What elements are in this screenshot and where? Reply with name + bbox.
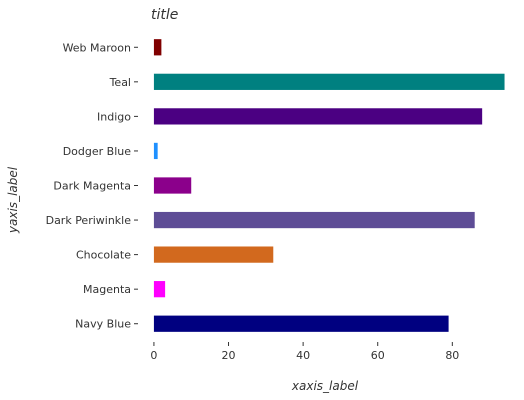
bar [154, 316, 449, 332]
bar [154, 39, 161, 55]
y-tick-label: Dark Periwinkle [46, 214, 132, 227]
x-tick-label: 60 [371, 349, 385, 362]
y-tick-label: Indigo [97, 110, 131, 123]
plot-area: 0 20 40 60 80 Web Maroon Teal Indigo Dodger Blue… [46, 39, 505, 362]
bar [154, 246, 273, 262]
bar [154, 177, 191, 193]
y-tick-label: Magenta [83, 283, 131, 296]
chart-title: title [151, 7, 178, 23]
y-tick-label: Navy Blue [75, 318, 131, 331]
bar [154, 108, 482, 124]
x-tick-label: 0 [150, 349, 157, 362]
y-tick-label: Teal [109, 76, 131, 89]
y-tick-label: Dodger Blue [63, 145, 132, 158]
bar [154, 143, 158, 159]
y-tick-label: Chocolate [76, 249, 131, 262]
x-axis-title: xaxis_label [291, 379, 359, 393]
x-tick-label: 20 [222, 349, 236, 362]
y-tick-label: Web Maroon [63, 41, 131, 54]
y-tick-label: Dark Magenta [53, 180, 131, 193]
bar [154, 74, 505, 90]
x-tick-label: 80 [445, 349, 459, 362]
y-axis-title: yaxis_label [6, 166, 20, 234]
bar [154, 281, 165, 297]
x-tick-label: 40 [296, 349, 310, 362]
bar [154, 212, 475, 228]
